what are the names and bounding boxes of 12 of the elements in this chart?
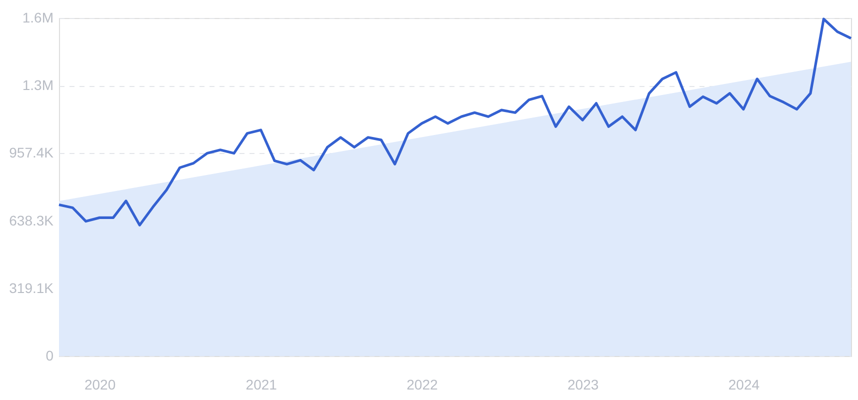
line-series — [58, 18, 852, 226]
x-tick-label: 2023 — [568, 376, 599, 392]
y-tick-label: 319.1K — [9, 280, 54, 296]
y-tick-label: 957.4K — [9, 144, 54, 161]
x-tick-label: 2024 — [728, 376, 760, 392]
x-tick-label: 2020 — [84, 376, 116, 392]
y-tick-label: 1.6M — [22, 10, 54, 26]
x-tick-label: 2022 — [406, 376, 438, 392]
x-tick-label: 2021 — [246, 376, 278, 392]
y-tick-label: 0 — [46, 348, 54, 364]
y-tick-label: 638.3K — [9, 212, 54, 228]
y-tick-label: 1.3M — [22, 77, 54, 94]
